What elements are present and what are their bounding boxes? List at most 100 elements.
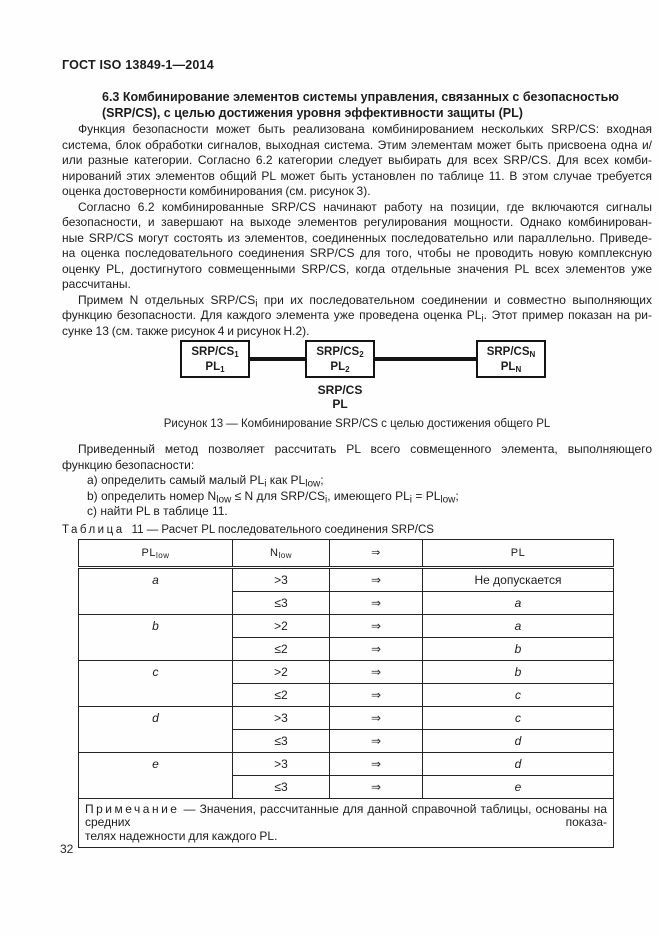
text-line: функцию безопасности. Для каждого элемен… [62,308,653,325]
table-row: b >2 ⇒ a [78,613,614,661]
figure-box-srpcs2: SRP/CS2 PL2 [305,340,375,378]
cell-pl-result: b [422,636,614,661]
text-line: нирований этих элементов общий PL может … [62,168,652,183]
paragraph-1: Функция безопасности может быть реализов… [62,122,652,200]
arrow-icon: ⇒ [329,728,423,753]
text-line: c) найти PL в таблице 11. [87,504,228,518]
cell-n-low: >2 [232,613,330,638]
figure-box-pl: PL2 [330,361,350,374]
text-line: безопасности, и завершают на выходе элем… [62,215,652,229]
arrow-icon: ⇒ [329,566,423,592]
col-header-arrow-icon: ⇒ [329,538,423,569]
pl-table-body: a >3 ⇒ Не допускается ≤3 ⇒ a b >2 ⇒ a ≤2 ⇒ b c >2 ⇒ b ≤2 ⇒ c… [78,566,614,799]
cell-n-low: ≤2 [232,682,330,707]
text-line: (SRP/CS), с целью достижения уровня эффе… [102,106,523,120]
table-row: ≤3 ⇒ e [79,774,614,799]
table-row: d >3 ⇒ c [78,705,614,753]
cell-pl-result: d [422,728,614,753]
figure-center-label-line1: SRP/CS [317,383,363,397]
text-line: Согласно 6.2 комбинированные SRP/CS начи… [78,199,652,214]
text-line: или разные категории. Согласно 6.2 катег… [62,153,652,167]
col-header-nlow: Nlow [232,538,330,569]
figure-box-title: SRP/CS2 [316,346,364,359]
text-line: функцию безопасности: [62,457,195,472]
cell-pl-result: a [422,613,614,638]
cell-n-low: >3 [232,705,330,730]
arrow-icon: ⇒ [329,613,423,638]
figure-connector-line [250,357,305,361]
text-line: система, блок обработки сигналов, выходн… [62,137,652,152]
cell-n-low: >3 [232,566,330,592]
arrow-icon: ⇒ [329,636,423,661]
col-header-pl: PL [422,538,614,569]
steps-list: a) определить самый малый PLi как PLlow;… [62,473,652,520]
arrow-icon: ⇒ [329,705,423,730]
paragraph-2: Согласно 6.2 комбинированные SRP/CS начи… [62,200,652,293]
text-line: оценку PL, достигнутого совмещенными SRP… [62,261,652,276]
figure-box-title: SRP/CS1 [191,346,239,359]
cell-pl-result: e [422,774,614,799]
page-content: ГОСТ ISO 13849-1—2014 6.3 Комбинирование… [62,57,652,848]
cell-n-low: ≤3 [232,590,330,615]
table-row: ≤2 ⇒ c [79,682,614,707]
figure-box-pl: PLN [500,361,522,374]
arrow-icon: ⇒ [329,682,423,707]
arrow-icon: ⇒ [329,659,423,684]
figure-center-label: SRP/CS PL [270,383,410,411]
figure-13: SRP/CS1 PL1 SRP/CS2 PL2 SRP/CSN PLN SRP/… [62,340,652,416]
table-row: ≤2 ⇒ b [79,636,614,661]
table-note: Примечание — Значения, рассчитанные для … [78,797,614,848]
table-label: Таблица 11 — Расчет PL последовательного … [62,524,652,536]
text-line: Примем N отдельных SRP/CSi при их послед… [78,292,653,309]
cell-n-low: >2 [232,659,330,684]
text-line: сунке 13 (см. также рисунок 4 и рисунок … [62,323,310,338]
figure-box-pl: PL1 [205,361,225,374]
page-number: 32 [60,842,74,856]
text-line: 6.3 Комбинирование элементов системы упр… [102,90,619,104]
cell-pl-low: e [78,751,233,799]
col-header-pllow: PLlow [78,538,233,569]
cell-pl-low: c [78,659,233,707]
cell-pl-result: Не допускается [422,566,614,592]
paragraph-4: Приведенный метод позволяет рассчитать P… [62,442,652,473]
arrow-icon: ⇒ [329,774,423,799]
text-line: на оценка последовательного соединения S… [62,246,652,260]
table-row: ≤3 ⇒ a [79,590,614,615]
cell-pl-low: a [78,566,233,615]
text-line: телях надежности для каждого PL. [85,828,278,843]
cell-n-low: >3 [232,751,330,776]
cell-n-low: ≤3 [232,728,330,753]
figure-box-srpcsN: SRP/CSN PLN [476,340,546,378]
pl-calculation-table: PLlow Nlow ⇒ PL a >3 ⇒ Не допускается ≤3 ⇒ a b >… [78,538,614,848]
text-line: рассчитаны. [62,277,131,291]
cell-n-low: ≤2 [232,636,330,661]
figure-box-title: SRP/CSN [486,346,536,359]
cell-pl-result: d [422,751,614,776]
text-line: Приведенный метод позволяет рассчитать P… [78,442,652,456]
table-note-row: Примечание — Значения, рассчитанные для … [78,797,614,848]
text-line: Функция безопасности может быть реализов… [78,122,652,136]
cell-n-low: ≤3 [232,774,330,799]
cell-pl-low: d [78,705,233,753]
text-line: b) определить номер Nlow ≤ N для SRP/CSi… [87,488,459,505]
document-header: ГОСТ ISO 13849-1—2014 [62,58,214,72]
paragraph-3: Примем N отдельных SRP/CSi при их послед… [62,293,652,340]
cell-pl-result: b [422,659,614,684]
arrow-icon: ⇒ [329,751,423,776]
cell-pl-low: b [78,613,233,661]
table-row: a >3 ⇒ Не допускается [78,566,614,615]
cell-pl-result: c [422,705,614,730]
figure-box-srpcs1: SRP/CS1 PL1 [180,340,250,378]
table-header-row: PLlow Nlow ⇒ PL [78,538,614,569]
arrow-icon: ⇒ [329,590,423,615]
figure-center-label-line2: PL [332,396,348,411]
cell-pl-result: c [422,682,614,707]
table-label-text: 11 — Расчет PL последовательного соедине… [131,523,434,536]
section-heading: 6.3 Комбинирование элементов системы упр… [62,89,652,121]
table-row: e >3 ⇒ d [78,751,614,799]
text-line: оценка достоверности комбинирования (см.… [62,184,371,198]
table-row: c >2 ⇒ b [78,659,614,707]
table-label-word: Таблица [62,523,125,536]
text-line: Примечание — Значения, рассчитанные для … [85,801,607,829]
